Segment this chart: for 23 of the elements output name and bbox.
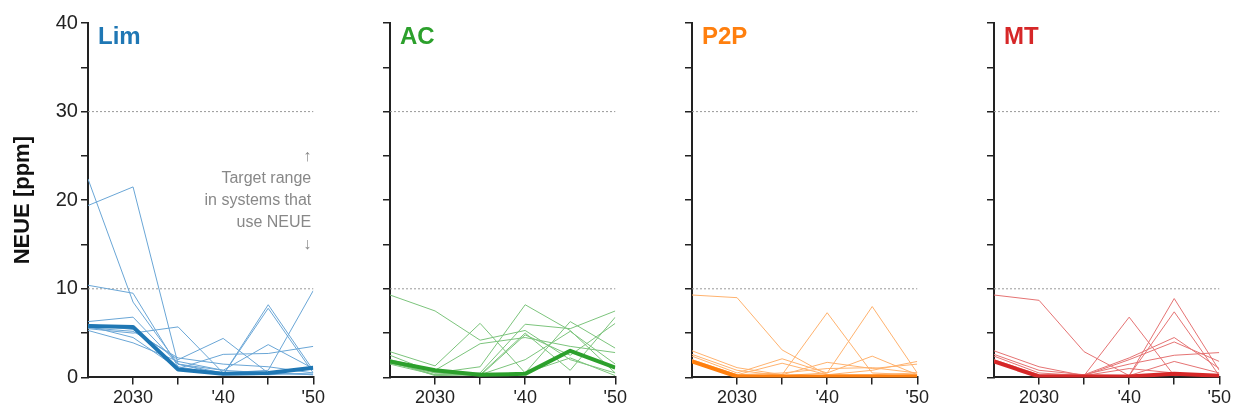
y-axis-title: NEUE [ppm]	[9, 136, 35, 265]
x-tick-label: 2030	[415, 387, 456, 408]
x-tick-label: 2030	[1019, 387, 1060, 408]
annotation: ↑ Target range in systems that use NEUE ↓	[204, 146, 312, 252]
x-tick-label: '50	[301, 387, 326, 408]
chart-title: Lim	[98, 21, 141, 49]
x-tick-label: '40	[815, 387, 839, 408]
x-tick-label: '50	[1207, 387, 1232, 408]
x-tick-label: '50	[905, 387, 930, 408]
x-tick-label: 2030	[113, 387, 154, 408]
chart-title: AC	[400, 21, 435, 49]
x-tick-label: '40	[211, 387, 235, 408]
x-tick-label: '40	[513, 387, 537, 408]
x-tick-label: '50	[603, 387, 628, 408]
y-tick-label: 0	[66, 364, 78, 387]
y-tick-label: 30	[55, 99, 78, 122]
x-tick-label: 2030	[717, 387, 758, 408]
y-tick-label: 10	[55, 276, 78, 299]
chart-title: MT	[1004, 21, 1039, 49]
x-tick-label: '40	[1117, 387, 1141, 408]
y-tick-label: 40	[55, 10, 78, 33]
chart-title: P2P	[702, 21, 748, 49]
y-tick-label: 20	[55, 187, 78, 210]
